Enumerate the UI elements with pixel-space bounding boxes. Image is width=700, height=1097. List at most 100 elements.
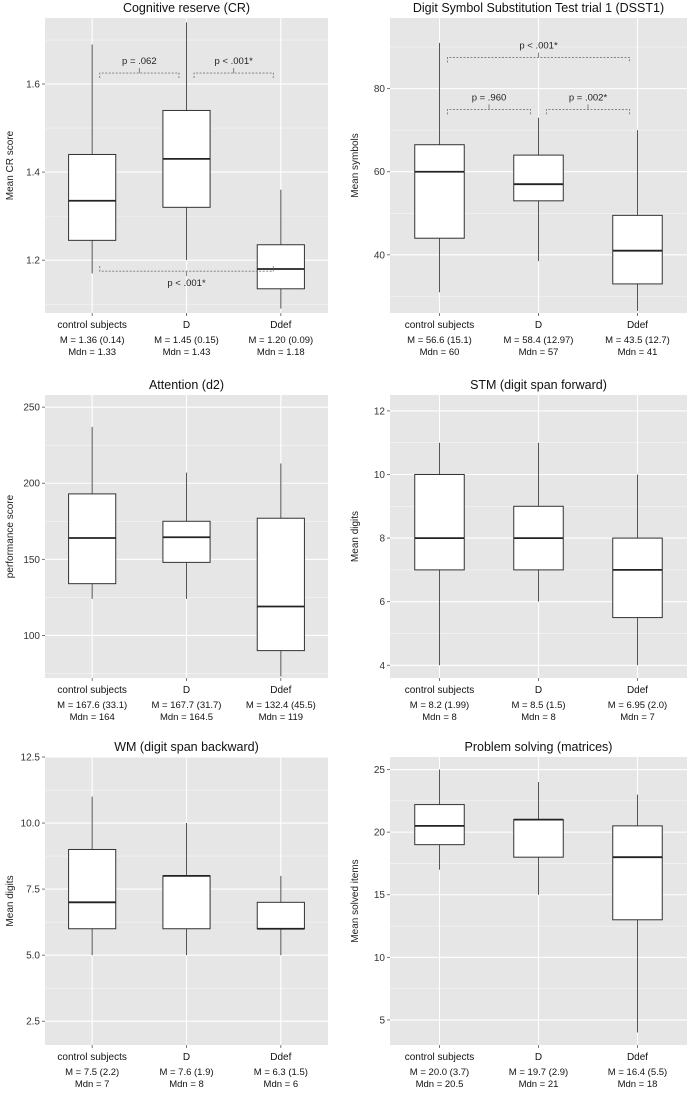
- median-label: Mdn = 119: [259, 712, 303, 723]
- category-label: Ddef: [270, 320, 291, 331]
- chart-panel-5: WM (digit span backward) 2.5 5.0 7.5 10.0 12.…: [5, 740, 328, 1090]
- median-label: Mdn = 164.5: [160, 712, 213, 723]
- y-tick-label: 25: [374, 765, 386, 776]
- p-value-label: p < .001*: [167, 278, 206, 289]
- panel-title: Cognitive reserve (CR): [123, 1, 250, 15]
- significance-bracket: p = .960: [446, 92, 532, 115]
- box-body: [513, 819, 564, 858]
- box-body: [68, 848, 117, 930]
- mean-sd-label: M = 1.36 (0.14): [60, 335, 125, 346]
- median-label: Mdn = 20.5: [416, 1079, 464, 1090]
- significance-bracket: p = .002*: [545, 92, 631, 115]
- y-tick-label: 12.5: [21, 753, 41, 764]
- category-label: D: [535, 1052, 542, 1063]
- y-axis-label: Mean solved items: [350, 859, 361, 942]
- y-tick-label: 5: [379, 1015, 385, 1026]
- box-2: [162, 22, 211, 261]
- box-1: [414, 769, 465, 870]
- box-3: [256, 463, 305, 677]
- y-axis-label: performance score: [5, 494, 16, 578]
- category-label: control subjects: [405, 685, 474, 696]
- box-2: [513, 782, 564, 895]
- mean-sd-label: M = 56.6 (15.1): [407, 335, 472, 346]
- y-tick-label: 10: [374, 470, 386, 481]
- mean-sd-label: M = 6.3 (1.5): [254, 1067, 308, 1078]
- category-label: control subjects: [57, 320, 126, 331]
- category-label: Ddef: [627, 685, 648, 696]
- median-label: Mdn = 8: [422, 712, 457, 723]
- median-label: Mdn = 8: [521, 712, 556, 723]
- chart-panel-2: Digit Symbol Substitution Test trial 1 (…: [350, 1, 687, 358]
- y-tick-label: 5.0: [26, 951, 40, 962]
- category-label: D: [535, 320, 542, 331]
- median-label: Mdn = 18: [618, 1079, 658, 1090]
- mean-sd-label: M = 20.0 (3.7): [410, 1067, 469, 1078]
- median-label: Mdn = 164: [70, 712, 115, 723]
- box-1: [68, 426, 117, 599]
- box-1: [68, 796, 117, 956]
- p-value-label: p = .002*: [569, 92, 608, 103]
- y-tick-label: 1.4: [26, 168, 40, 179]
- category-label: D: [183, 1052, 190, 1063]
- box-body: [612, 825, 663, 921]
- median-label: Mdn = 41: [618, 347, 658, 358]
- box-body: [414, 144, 465, 239]
- median-label: Mdn = 21: [519, 1079, 559, 1090]
- y-tick-label: 6: [379, 597, 385, 608]
- chart-panel-4: STM (digit span forward) 4 6 8 10 12 Mean digi…: [350, 378, 687, 723]
- mean-sd-label: M = 19.7 (2.9): [509, 1067, 568, 1078]
- category-label: D: [183, 320, 190, 331]
- box-2: [513, 117, 564, 262]
- category-label: D: [535, 685, 542, 696]
- y-tick-label: 80: [374, 84, 386, 95]
- panel-title: Problem solving (matrices): [465, 740, 613, 754]
- y-tick-label: 1.2: [26, 256, 40, 267]
- y-tick-label: 4: [379, 661, 385, 672]
- box-2: [513, 442, 564, 602]
- box-2: [162, 472, 211, 599]
- median-label: Mdn = 6: [264, 1079, 299, 1090]
- box-3: [612, 794, 663, 1033]
- y-axis-label: Mean digits: [5, 875, 16, 926]
- box-body: [256, 517, 305, 652]
- mean-sd-label: M = 8.5 (1.5): [511, 700, 565, 711]
- panel-title: WM (digit span backward): [114, 740, 259, 754]
- box-body: [414, 473, 465, 571]
- p-value-label: p = .062: [122, 56, 157, 67]
- box-body: [414, 804, 465, 846]
- y-tick-label: 7.5: [26, 885, 40, 896]
- box-3: [256, 875, 305, 956]
- box-body: [612, 214, 663, 285]
- p-value-label: p = .960: [472, 92, 507, 103]
- mean-sd-label: M = 1.20 (0.09): [248, 335, 313, 346]
- significance-bracket: p < .001*: [446, 40, 631, 63]
- box-body: [256, 244, 305, 290]
- mean-sd-label: M = 16.4 (5.5): [608, 1067, 667, 1078]
- category-label: Ddef: [627, 320, 648, 331]
- category-label: control subjects: [57, 685, 126, 696]
- y-axis-label: Mean CR score: [5, 130, 16, 200]
- category-label: control subjects: [405, 320, 474, 331]
- box-body: [68, 153, 117, 241]
- p-value-label: p < .001*: [215, 56, 254, 67]
- category-label: Ddef: [270, 1052, 291, 1063]
- mean-sd-label: M = 167.6 (33.1): [57, 700, 127, 711]
- y-tick-label: 12: [374, 406, 386, 417]
- mean-sd-label: M = 7.5 (2.2): [65, 1067, 119, 1078]
- y-axis-label: Mean digits: [350, 511, 361, 562]
- mean-sd-label: M = 132.4 (45.5): [246, 700, 316, 711]
- y-tick-label: 40: [374, 250, 386, 261]
- chart-panel-6: Problem solving (matrices) 5 10 15 20 25 Mean …: [350, 740, 687, 1090]
- y-tick-label: 2.5: [26, 1017, 40, 1028]
- box-body: [612, 537, 663, 619]
- median-label: Mdn = 57: [519, 347, 559, 358]
- mean-sd-label: M = 167.7 (31.7): [152, 700, 222, 711]
- significance-bracket: p = .062: [99, 56, 180, 79]
- box-body: [162, 520, 211, 563]
- box-2: [162, 823, 211, 956]
- median-label: Mdn = 60: [420, 347, 460, 358]
- y-tick-label: 20: [374, 828, 386, 839]
- median-label: Mdn = 7: [75, 1079, 110, 1090]
- y-tick-label: 1.6: [26, 80, 40, 91]
